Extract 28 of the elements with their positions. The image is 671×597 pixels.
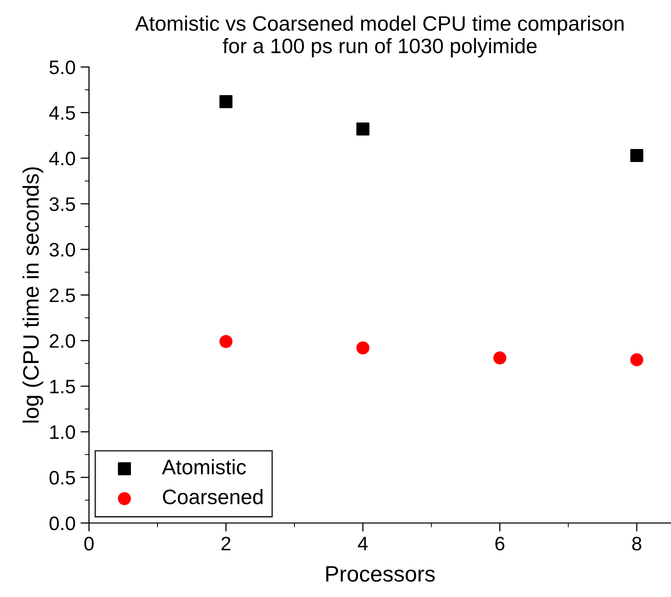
point xyxy=(356,341,370,354)
y-tick-label: 3.5 xyxy=(50,197,75,212)
y-tick-label: 1.5 xyxy=(50,380,75,394)
chart-title: Atomistic vs Coarsened model CPU time comparison for a 100 ps run of 1030 polyimide xyxy=(135,16,624,58)
x-tick-label: 4 xyxy=(358,536,368,550)
y-tick-label: 2.0 xyxy=(50,334,76,348)
y-tick-label: 4.0 xyxy=(49,152,76,166)
x-tick-label: 8 xyxy=(632,536,642,550)
y-axis-title: log (CPU time in seconds) xyxy=(22,167,44,423)
y-tick-label: 3.0 xyxy=(50,242,76,257)
point xyxy=(219,95,232,108)
point xyxy=(630,353,644,366)
point xyxy=(356,122,370,136)
point xyxy=(493,351,506,364)
y-tick-label: 2.5 xyxy=(50,288,75,302)
point xyxy=(630,148,644,162)
y-tick-label: 0.5 xyxy=(50,470,75,485)
x-tick-label: 2 xyxy=(222,536,230,550)
legend-label: Atomistic xyxy=(162,459,246,474)
y-tick-label: 1.0 xyxy=(50,425,76,440)
point xyxy=(219,335,232,348)
x-tick-label: 6 xyxy=(495,536,504,550)
x-tick-label: 0 xyxy=(84,536,94,550)
y-tick-label: 4.5 xyxy=(49,106,75,120)
y-tick-label: 5.0 xyxy=(50,60,76,74)
y-tick-label: 0.0 xyxy=(50,516,76,530)
legend-label: Coarsened xyxy=(162,488,262,504)
x-axis-title: Processors xyxy=(326,566,435,582)
